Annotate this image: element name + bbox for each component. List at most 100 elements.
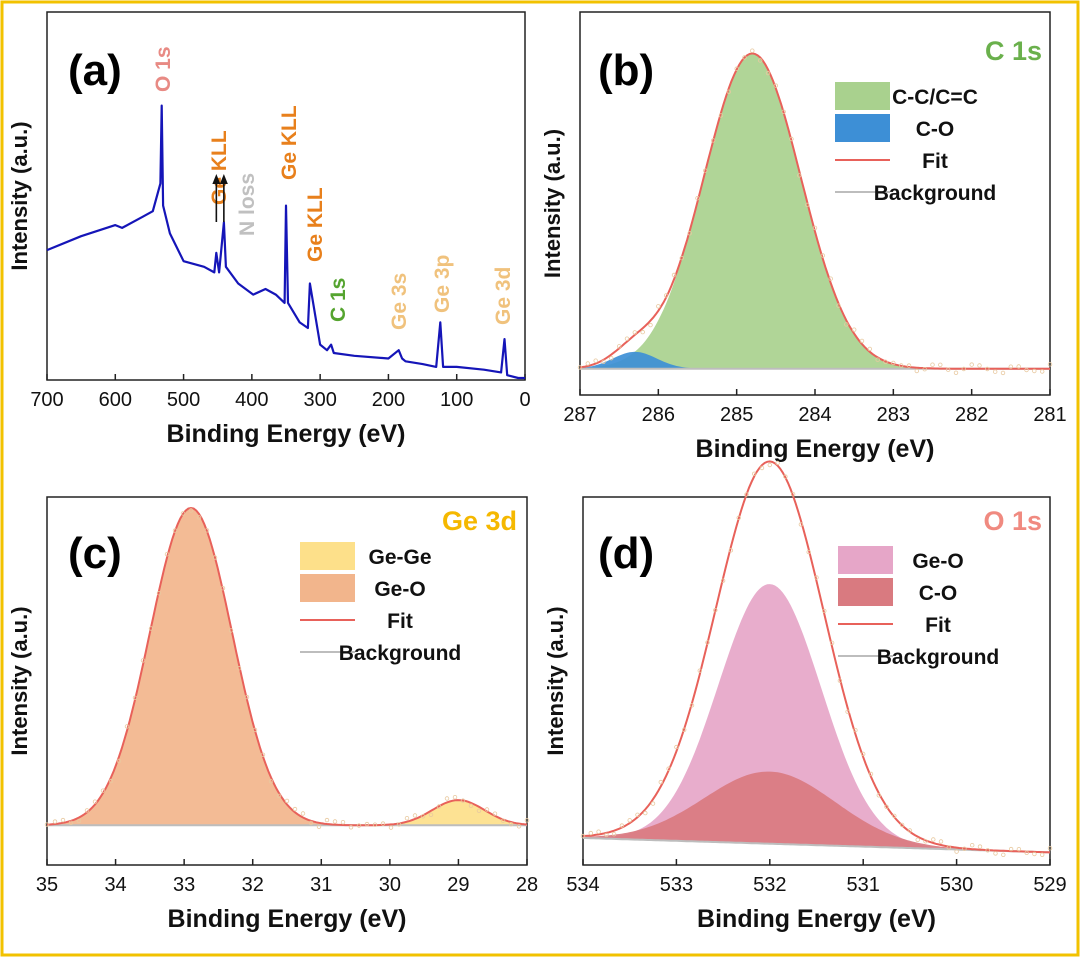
raw-data-point bbox=[775, 460, 780, 466]
legend-swatch bbox=[300, 574, 355, 602]
raw-data-point bbox=[212, 555, 218, 560]
fit-line bbox=[579, 52, 1050, 370]
raw-data-point bbox=[452, 795, 458, 800]
raw-data-point bbox=[276, 793, 282, 799]
raw-data-point bbox=[713, 608, 718, 613]
raw-data-point bbox=[814, 575, 819, 580]
raw-data-point bbox=[790, 492, 796, 497]
x-tick-label: 284 bbox=[798, 404, 831, 426]
raw-data-point bbox=[861, 751, 866, 757]
raw-data-point bbox=[364, 821, 370, 827]
raw-data-point bbox=[852, 327, 857, 332]
survey-spectrum-line bbox=[46, 104, 525, 380]
raw-data-point bbox=[726, 89, 731, 94]
raw-data-point bbox=[524, 818, 530, 823]
plot-frame bbox=[46, 11, 526, 381]
raw-data-point bbox=[812, 225, 818, 231]
raw-data-point bbox=[44, 822, 50, 827]
raw-data-point bbox=[1047, 846, 1053, 851]
legend-label: Fit bbox=[387, 610, 413, 633]
x-tick-label: 500 bbox=[167, 389, 200, 411]
x-tick-label: 531 bbox=[847, 874, 880, 896]
raw-data-point bbox=[765, 70, 771, 76]
raw-data-point bbox=[828, 276, 833, 281]
panel-tag: (c) bbox=[68, 529, 122, 578]
raw-data-point bbox=[844, 322, 849, 327]
x-tick-label: 534 bbox=[566, 874, 599, 896]
raw-data-point bbox=[767, 462, 772, 468]
raw-data-point bbox=[1008, 846, 1014, 852]
raw-data-point bbox=[196, 515, 202, 520]
raw-data-point bbox=[922, 367, 927, 372]
raw-data-point bbox=[76, 818, 82, 824]
raw-data-point bbox=[356, 823, 362, 828]
raw-data-point bbox=[822, 608, 827, 614]
raw-data-point bbox=[420, 814, 426, 819]
peak-arrow-head bbox=[212, 174, 221, 184]
raw-data-point bbox=[164, 552, 170, 557]
raw-data-point bbox=[188, 508, 194, 513]
raw-data-point bbox=[734, 66, 739, 71]
x-tick-label: 529 bbox=[1033, 874, 1066, 896]
raw-data-point bbox=[412, 813, 418, 818]
raw-data-point bbox=[1032, 368, 1037, 374]
x-tick-label: 28 bbox=[516, 874, 538, 896]
legend-label: Background bbox=[339, 642, 462, 665]
raw-data-point bbox=[308, 820, 314, 826]
raw-data-point bbox=[604, 832, 609, 838]
raw-data-point bbox=[601, 359, 606, 364]
raw-data-point bbox=[260, 752, 266, 757]
raw-data-point bbox=[436, 804, 442, 809]
peak-annotation: Ge 3p bbox=[431, 255, 454, 313]
legend-swatch bbox=[838, 546, 893, 574]
x-tick-label: 533 bbox=[660, 874, 693, 896]
raw-data-point bbox=[718, 113, 724, 118]
raw-data-point bbox=[664, 293, 669, 298]
raw-data-point bbox=[954, 849, 959, 854]
raw-data-point bbox=[92, 799, 98, 804]
panel-a-survey: 700 600 500 400 300 200 100 0 Binding Energy (eV… bbox=[7, 11, 531, 448]
raw-data-point bbox=[428, 812, 434, 817]
raw-data-point bbox=[891, 360, 896, 366]
legend-label: C-O bbox=[919, 582, 958, 605]
raw-data-point bbox=[1016, 364, 1021, 369]
legend-label: C-C/C=C bbox=[892, 86, 978, 109]
raw-data-point bbox=[1001, 852, 1006, 857]
x-tick-label: 400 bbox=[235, 389, 268, 411]
raw-data-point bbox=[687, 231, 692, 236]
raw-data-point bbox=[52, 819, 58, 824]
peak-annotation: Ge KLL bbox=[278, 105, 301, 180]
raw-data-point bbox=[875, 357, 880, 362]
raw-data-point bbox=[946, 845, 951, 850]
x-tick-label: 29 bbox=[447, 874, 469, 896]
raw-data-point bbox=[884, 804, 889, 809]
raw-data-point bbox=[993, 851, 998, 856]
plot-frame bbox=[582, 496, 1051, 866]
x-tick-label: 700 bbox=[30, 389, 63, 411]
raw-data-point bbox=[292, 806, 298, 812]
raw-data-point bbox=[632, 330, 637, 335]
raw-data-point bbox=[899, 363, 904, 368]
raw-data-point bbox=[938, 362, 943, 367]
legend-label: Background bbox=[874, 182, 997, 205]
raw-data-point bbox=[372, 822, 378, 827]
raw-data-point bbox=[742, 55, 747, 60]
raw-data-point bbox=[682, 727, 687, 732]
panel-c-ge3d: 35 34 33 32 31 30 29 28 Binding Energy (eV) Inten… bbox=[7, 496, 538, 933]
raw-data-point bbox=[577, 365, 583, 370]
panel-tag: (a) bbox=[68, 46, 122, 95]
component-peak-c-c-c-c bbox=[580, 53, 1050, 369]
raw-data-point bbox=[697, 668, 702, 673]
raw-data-point bbox=[977, 844, 983, 849]
y-axis-label: Intensity (a.u.) bbox=[540, 129, 565, 278]
raw-data-point bbox=[837, 678, 843, 683]
raw-data-point bbox=[508, 822, 514, 827]
raw-data-point bbox=[1024, 850, 1029, 855]
raw-data-point bbox=[140, 658, 146, 663]
legend-label: Fit bbox=[922, 150, 948, 173]
raw-data-point bbox=[867, 346, 872, 352]
legend-label: Fit bbox=[925, 614, 951, 637]
raw-data-point bbox=[1039, 369, 1045, 374]
raw-data-point bbox=[252, 727, 258, 733]
raw-data-point bbox=[617, 344, 622, 349]
